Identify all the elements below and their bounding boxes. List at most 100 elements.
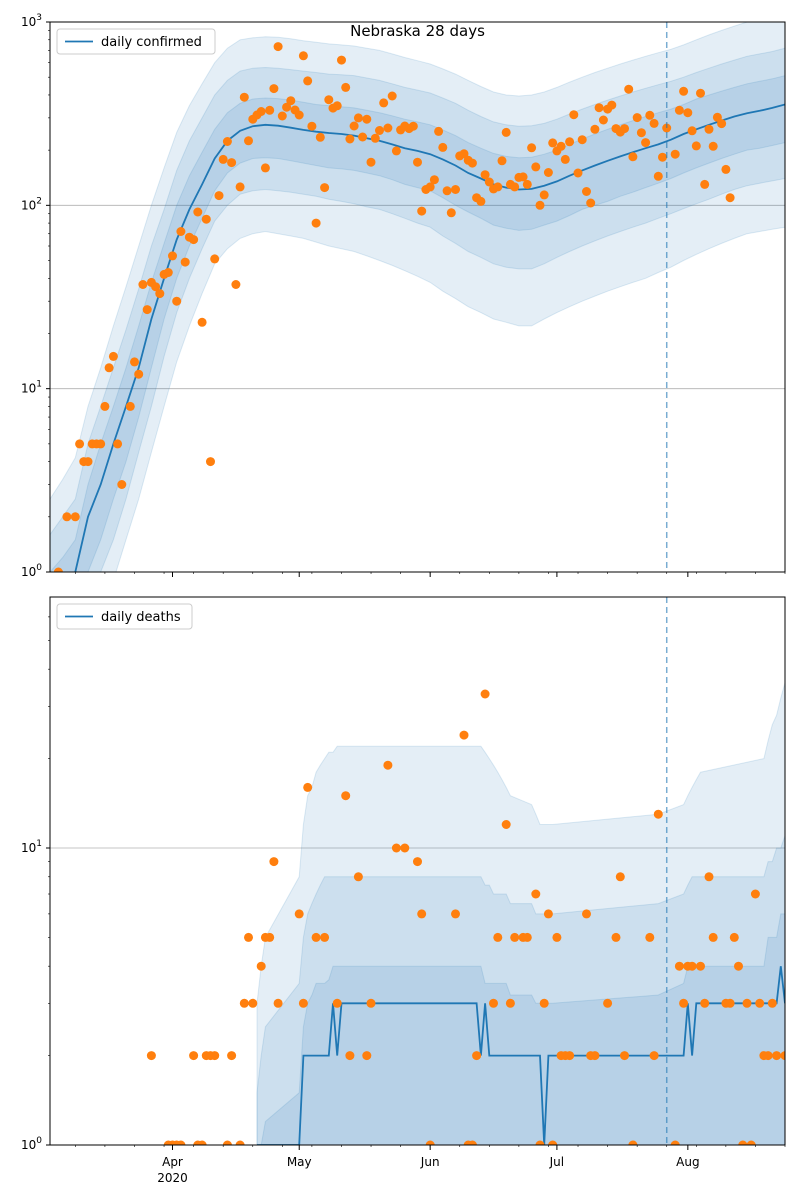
data-point — [417, 909, 427, 919]
data-point — [747, 0, 756, 5]
data-point — [653, 809, 663, 819]
data-point — [53, 567, 63, 572]
data-point — [717, 119, 727, 129]
data-point — [298, 998, 308, 1008]
data-point — [780, 1051, 785, 1061]
data-point — [201, 214, 211, 224]
data-point — [632, 113, 642, 123]
data-point — [691, 141, 701, 151]
data-point — [734, 0, 743, 5]
data-point — [320, 932, 330, 942]
y-tick-label: 101 — [21, 380, 42, 396]
data-point — [294, 909, 304, 919]
x-tick-label: May — [287, 1155, 312, 1169]
legend-label: daily confirmed — [101, 35, 202, 50]
data-point — [125, 401, 135, 411]
data-point — [168, 251, 177, 261]
data-point — [413, 857, 422, 867]
data-point — [349, 121, 359, 131]
data-point — [729, 932, 739, 942]
data-point — [670, 149, 680, 159]
data-point — [244, 136, 253, 146]
data-point — [332, 101, 342, 111]
data-point — [582, 909, 591, 919]
data-point — [62, 512, 72, 522]
data-point — [134, 369, 144, 379]
data-point — [239, 92, 249, 102]
data-point — [696, 88, 705, 98]
data-point — [113, 439, 123, 449]
data-point — [100, 401, 110, 411]
data-point — [674, 961, 684, 971]
data-point — [231, 280, 241, 289]
data-point — [172, 296, 182, 306]
data-point — [429, 175, 439, 185]
data-point — [683, 108, 693, 118]
series-line — [257, 966, 785, 1145]
data-point — [767, 998, 777, 1008]
data-point — [320, 183, 330, 193]
data-point — [146, 1051, 156, 1061]
data-point — [260, 163, 270, 173]
data-point — [210, 1051, 220, 1061]
data-point — [311, 932, 321, 942]
data-point — [273, 42, 283, 52]
data-point — [413, 157, 422, 167]
data-point — [674, 105, 684, 115]
x-year-label: 2020 — [157, 1171, 188, 1185]
data-point — [628, 152, 638, 162]
data-point — [130, 357, 139, 367]
data-point — [708, 141, 718, 151]
data-point — [265, 105, 275, 115]
data-point — [522, 932, 532, 942]
data-point — [218, 154, 228, 164]
data-point — [425, 182, 435, 192]
data-point — [543, 909, 553, 919]
data-point — [337, 55, 346, 65]
data-point — [180, 257, 190, 267]
data-point — [696, 961, 705, 971]
data-point — [645, 932, 655, 942]
data-point — [362, 114, 372, 124]
data-point — [269, 857, 279, 867]
data-point — [451, 909, 460, 919]
data-point — [235, 182, 245, 192]
data-point — [273, 998, 283, 1008]
data-point — [434, 126, 444, 136]
data-point — [721, 164, 731, 174]
y-tick-label: 100 — [21, 563, 42, 579]
data-point — [649, 1051, 659, 1061]
data-point — [75, 439, 85, 449]
y-tick-label: 102 — [21, 196, 42, 212]
data-point — [383, 123, 393, 133]
data-point — [176, 1140, 186, 1145]
data-point — [480, 689, 490, 699]
data-point — [366, 157, 376, 167]
data-point — [480, 170, 490, 180]
data-point — [222, 1140, 232, 1145]
data-point — [603, 998, 613, 1008]
data-point — [298, 51, 308, 61]
data-point — [586, 198, 596, 208]
data-point — [375, 126, 384, 135]
data-point — [734, 961, 743, 971]
data-point — [265, 932, 275, 942]
uncertainty-band-1 — [257, 913, 785, 1145]
axes-frame — [49, 21, 786, 573]
uncertainty-band-3 — [256, 682, 785, 1145]
data-point — [345, 1051, 355, 1061]
data-point — [687, 126, 697, 136]
data-point — [577, 135, 587, 145]
data-point — [556, 141, 566, 151]
data-point — [539, 998, 549, 1008]
y-tick-label: 103 — [21, 13, 42, 29]
data-point — [256, 961, 266, 971]
data-point — [742, 998, 752, 1008]
data-point — [294, 110, 304, 120]
data-point — [244, 932, 253, 942]
data-point — [163, 268, 173, 277]
data-point — [582, 187, 591, 196]
data-point — [679, 998, 689, 1008]
data-point — [569, 110, 579, 120]
